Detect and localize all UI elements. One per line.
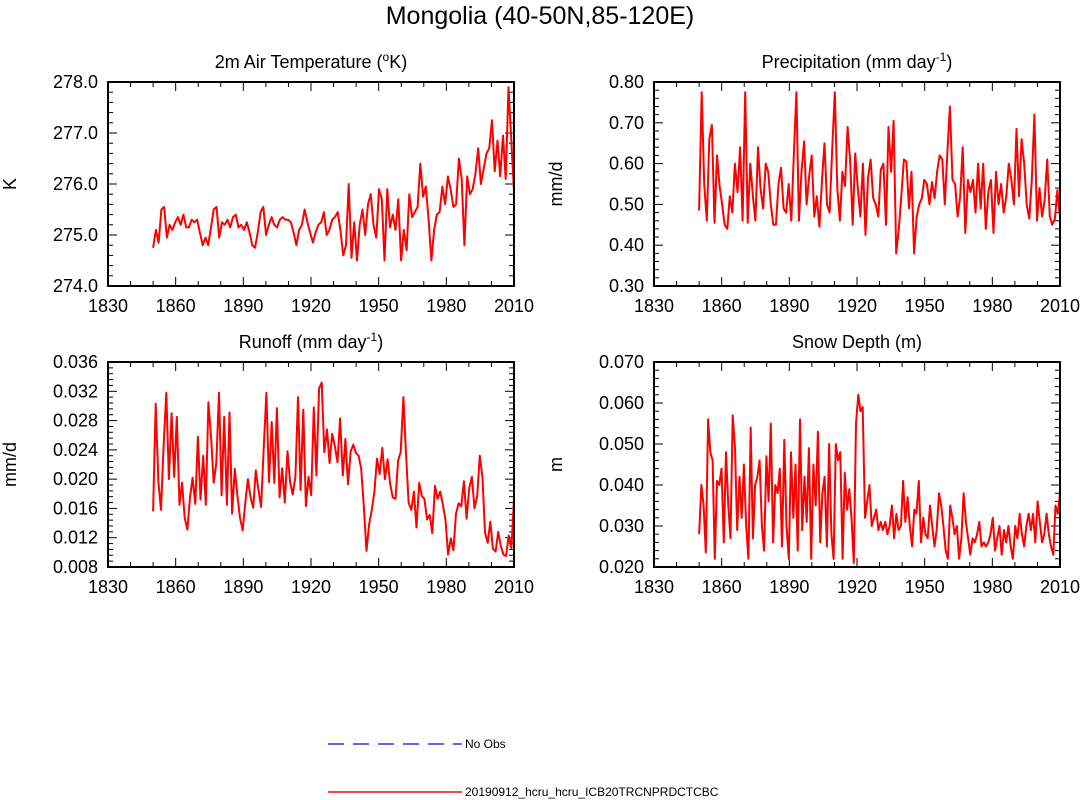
plot-frame <box>107 81 515 287</box>
y-axis-label: K <box>0 178 20 190</box>
x-tick-label: 1950 <box>359 296 399 316</box>
y-axis-label: mm/d <box>546 162 566 207</box>
panel-precipitation: Precipitation (mm day-1) mm/d 1830 1860 1890… <box>546 50 1080 316</box>
y-tick-label: 0.032 <box>53 381 98 401</box>
panel-title: Precipitation (mm day-1) <box>762 50 953 72</box>
y-tick-label: 0.012 <box>53 528 98 548</box>
y-tick-label: 0.060 <box>599 393 644 413</box>
x-tick-label: 1980 <box>972 577 1012 597</box>
x-tick-label: 1920 <box>837 577 877 597</box>
y-tick-label: 0.050 <box>599 434 644 454</box>
y-tick-label: 275.0 <box>53 225 98 245</box>
panel-snow-depth: Snow Depth (m) m 1830 1860 1890 1920 1950 1980 2… <box>546 332 1080 597</box>
x-tick-label: 1920 <box>291 577 331 597</box>
x-tick-label: 1920 <box>291 296 331 316</box>
y-tick-label: 276.0 <box>53 174 98 194</box>
panel-runoff: Runoff (mm day-1) mm/d 1830 1860 1890 1920 195… <box>0 330 534 597</box>
legend-model-label: 20190912_hcru_hcru_ICB20TRCNPRDCTCBC <box>465 785 719 799</box>
x-tick-label: 1950 <box>905 577 945 597</box>
x-tick-label: 2010 <box>494 296 534 316</box>
y-tick-label: 0.020 <box>53 469 98 489</box>
x-tick-label: 1860 <box>156 296 196 316</box>
panel-title: Snow Depth (m) <box>792 332 922 352</box>
plot-frame <box>107 361 515 568</box>
y-tick-label: 0.024 <box>53 440 98 460</box>
x-tick-label: 2010 <box>1040 296 1080 316</box>
x-tick-label: 1950 <box>359 577 399 597</box>
x-tick-label: 1890 <box>769 296 809 316</box>
plot-frame <box>653 361 1061 568</box>
y-tick-label: 0.070 <box>599 352 644 372</box>
x-tick-label: 1890 <box>223 296 263 316</box>
y-tick-label: 274.0 <box>53 276 98 296</box>
y-axis-label: m <box>546 457 566 472</box>
x-tick-label: 1830 <box>88 577 128 597</box>
y-tick-label: 0.50 <box>609 194 644 214</box>
panel-title: Runoff (mm day-1) <box>239 330 383 352</box>
y-tick-label: 0.036 <box>53 352 98 372</box>
y-tick-label: 0.040 <box>599 475 644 495</box>
x-tick-label: 1890 <box>223 577 263 597</box>
series-line <box>698 393 1061 564</box>
x-tick-label: 1920 <box>837 296 877 316</box>
x-tick-label: 2010 <box>1040 577 1080 597</box>
y-tick-label: 0.80 <box>609 72 644 92</box>
panel-air-temperature: 2m Air Temperature (oK) K 1830 1860 1890 1920… <box>0 50 534 316</box>
x-tick-label: 1830 <box>634 577 674 597</box>
x-tick-label: 1890 <box>769 577 809 597</box>
y-tick-label: 0.020 <box>599 557 644 577</box>
panel-title: 2m Air Temperature (oK) <box>215 50 407 72</box>
x-tick-label: 1830 <box>634 296 674 316</box>
x-tick-label: 2010 <box>494 577 534 597</box>
x-tick-label: 1860 <box>156 577 196 597</box>
figure-title: Mongolia (40-50N,85-120E) <box>386 2 695 30</box>
x-tick-label: 1860 <box>702 577 742 597</box>
y-tick-label: 277.0 <box>53 123 98 143</box>
x-tick-label: 1980 <box>426 296 466 316</box>
y-tick-label: 0.016 <box>53 498 98 518</box>
y-axis-label: mm/d <box>0 442 20 487</box>
x-tick-label: 1860 <box>702 296 742 316</box>
legend-noobs-label: No Obs <box>465 737 506 751</box>
y-tick-label: 0.008 <box>53 557 98 577</box>
y-tick-label: 0.70 <box>609 113 644 133</box>
plot-frame <box>653 81 1061 287</box>
y-tick-label: 278.0 <box>53 72 98 92</box>
y-tick-label: 0.030 <box>599 516 644 536</box>
x-tick-label: 1980 <box>426 577 466 597</box>
legend: No Obs 20190912_hcru_hcru_ICB20TRCNPRDCT… <box>328 737 719 799</box>
y-tick-label: 0.30 <box>609 276 644 296</box>
series-line <box>698 91 1061 255</box>
y-tick-label: 0.60 <box>609 154 644 174</box>
series-line <box>152 86 515 262</box>
series-line <box>152 381 515 557</box>
x-tick-label: 1950 <box>905 296 945 316</box>
y-tick-label: 0.028 <box>53 411 98 431</box>
y-tick-label: 0.40 <box>609 235 644 255</box>
x-tick-label: 1830 <box>88 296 128 316</box>
x-tick-label: 1980 <box>972 296 1012 316</box>
